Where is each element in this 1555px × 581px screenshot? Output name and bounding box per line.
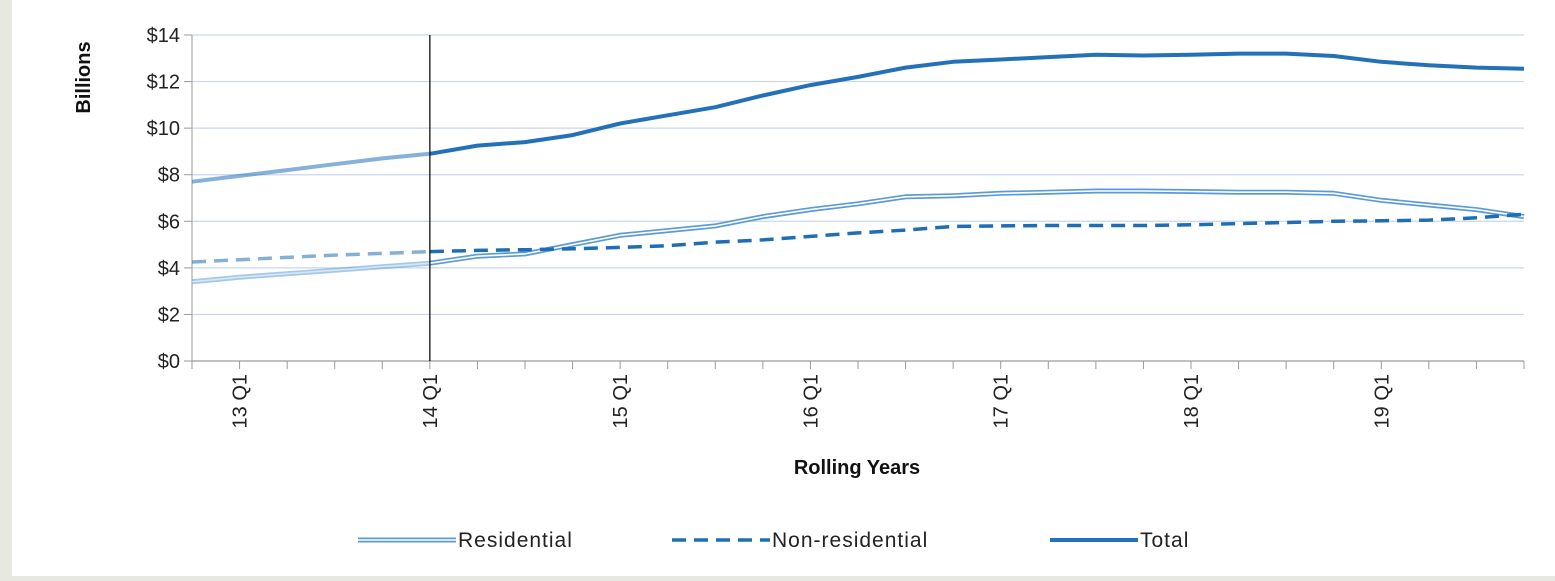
- y-tick-label: $6: [158, 211, 180, 233]
- y-tick-label: $2: [158, 304, 180, 326]
- x-tick-label: 14 Q1: [420, 374, 442, 428]
- legend-label: Total: [1140, 529, 1189, 552]
- y-tick-label: $12: [147, 72, 180, 94]
- y-tick-label: $14: [147, 25, 180, 47]
- series-line: [192, 154, 430, 182]
- gridlines: [192, 35, 1524, 361]
- x-tick-label: 13 Q1: [230, 374, 252, 428]
- series-line: [192, 252, 430, 262]
- y-axis-title: Billions: [73, 41, 95, 113]
- series-line-inner: [430, 191, 1524, 263]
- x-tick-label: 19 Q1: [1371, 374, 1393, 428]
- y-tick-label: $10: [147, 118, 180, 140]
- x-tick-label: 17 Q1: [991, 374, 1013, 428]
- series-line: [430, 54, 1524, 154]
- legend: Residential Non-residential Total: [358, 529, 1189, 552]
- legend-item: Total: [1050, 529, 1189, 552]
- series-line-inner: [192, 263, 430, 282]
- series-total: [192, 54, 1524, 182]
- x-tick-label: 15 Q1: [610, 374, 632, 428]
- legend-label: Non-residential: [772, 529, 928, 552]
- legend-item: Residential: [358, 529, 573, 552]
- x-axis-title: Rolling Years: [794, 457, 920, 479]
- line-chart: $0 $2 $4 $6 $8 $10 $12 $14 13 Q1 14 Q1 15 Q1 16 Q1…: [12, 0, 1555, 576]
- y-tick-label: $0: [158, 351, 180, 373]
- x-axis: 13 Q1 14 Q1 15 Q1 16 Q1 17 Q1 18 Q1 19 Q1: [192, 361, 1524, 428]
- x-tick-label: 18 Q1: [1181, 374, 1203, 428]
- series-line-outer: [430, 191, 1524, 263]
- legend-label: Residential: [458, 529, 573, 552]
- chart-panel: $0 $2 $4 $6 $8 $10 $12 $14 13 Q1 14 Q1 15 Q1 16 Q1…: [12, 0, 1555, 576]
- y-tick-label: $4: [158, 258, 180, 280]
- series-lines: [192, 54, 1524, 282]
- y-tick-label: $8: [158, 165, 180, 187]
- x-tick-label: 16 Q1: [800, 374, 822, 428]
- y-axis-ticks: $0 $2 $4 $6 $8 $10 $12 $14: [147, 25, 192, 373]
- series-line: [430, 214, 1524, 251]
- legend-item: Non-residential: [672, 529, 928, 552]
